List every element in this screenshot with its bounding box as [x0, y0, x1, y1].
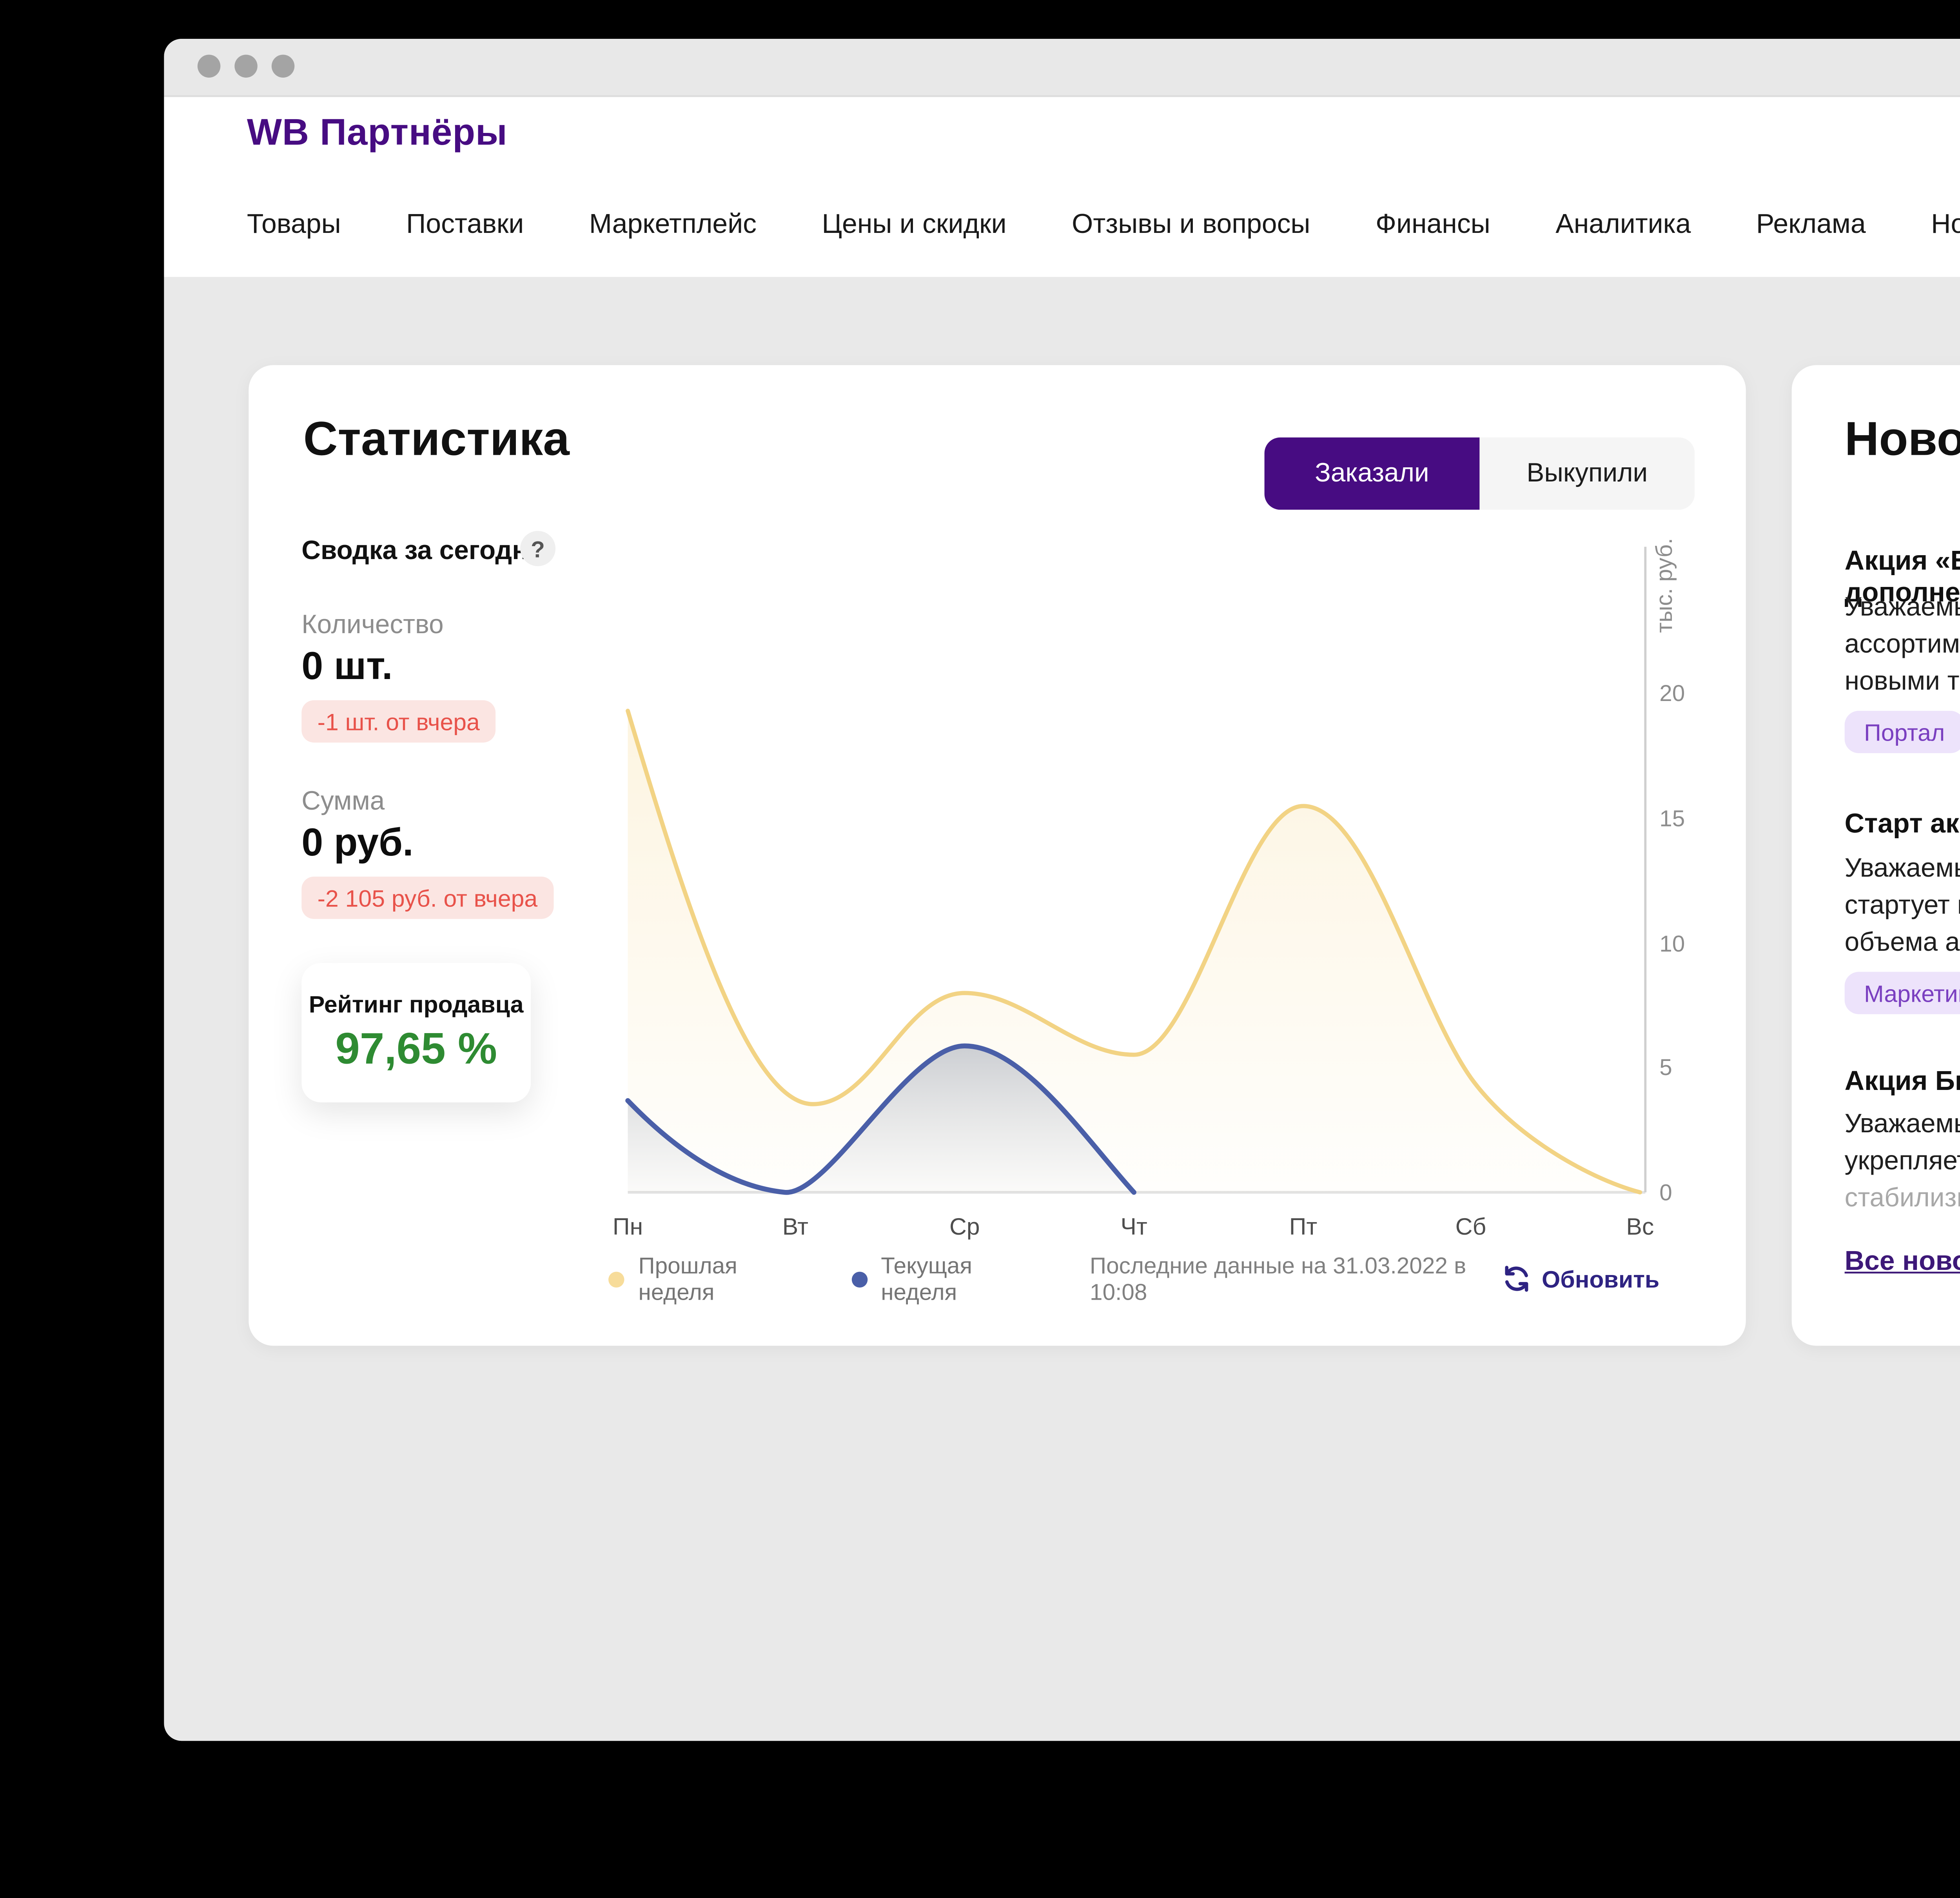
refresh-button[interactable]: Обновить — [1503, 1265, 1659, 1293]
x-tick-thu: Чт — [1120, 1213, 1147, 1240]
ordered-bought-toggle: Заказали Выкупили — [1264, 437, 1695, 510]
x-tick-tue: Вт — [782, 1213, 809, 1240]
main-nav: Товары Поставки Маркетплейс Цены и скидк… — [247, 210, 1960, 242]
statistics-title: Статистика — [303, 412, 570, 466]
x-tick-mon: Пн — [612, 1213, 643, 1240]
refresh-icon — [1505, 1266, 1529, 1292]
nav-item-ads[interactable]: Реклама — [1756, 210, 1866, 240]
summary-heading: Сводка за сегодня — [301, 536, 544, 567]
nav-item-news[interactable]: Новости — [1931, 210, 1960, 240]
current-week-area — [628, 1046, 1134, 1193]
app-logo[interactable]: WB Партнёры — [247, 113, 508, 154]
browser-window: WB Партнёры ? ИП "Комракова" — [164, 38, 1960, 1741]
y-tick-5: 5 — [1659, 1053, 1672, 1081]
y-tick-20: 20 — [1659, 680, 1685, 707]
nav-item-postavki[interactable]: Поставки — [406, 210, 524, 240]
news-item-body-faded: стабилизироваться!Запускаем супер акцию — [1844, 1183, 1960, 1214]
last-data-text: Последние данные на 31.03.2022 в 10:08 — [1090, 1252, 1466, 1306]
last-week-area — [628, 710, 1640, 1193]
nav-item-reviews[interactable]: Отзывы и вопросы — [1072, 210, 1310, 240]
current-week-legend-label: Текущая неделя — [881, 1252, 973, 1306]
app-header: WB Партнёры ? ИП "Комракова" — [164, 97, 1960, 277]
news-item-body: Уважаемые Продавцы! Мы дополнили ассорти… — [1844, 592, 1960, 697]
quantity-value: 0 шт. — [301, 644, 393, 688]
x-tick-wed: Ср — [949, 1213, 980, 1240]
window-close-button[interactable] — [197, 54, 221, 78]
nav-item-marketplace[interactable]: Маркетплейс — [589, 210, 757, 240]
refresh-label: Обновить — [1541, 1265, 1660, 1292]
news-card: Новости Акция «Бьем цены: дополнение» 29… — [1791, 365, 1960, 1346]
nav-item-tovary[interactable]: Товары — [247, 210, 341, 240]
chart-legend: Прошлая неделя Текущая неделя Последние … — [608, 1252, 1659, 1305]
last-week-line — [626, 708, 1642, 1195]
news-title: Новости — [1844, 412, 1960, 466]
x-tick-fri: Пт — [1289, 1213, 1318, 1240]
seller-rating-card: Рейтинг продавца 97,65 % — [301, 963, 531, 1102]
quantity-delta-badge: -1 шт. от вчера — [301, 700, 496, 743]
toggle-ordered-button[interactable]: Заказали — [1264, 437, 1480, 510]
x-tick-sat: Сб — [1455, 1213, 1486, 1240]
sum-label: Сумма — [301, 786, 385, 817]
all-news-link[interactable]: Все новости — [1844, 1247, 1960, 1277]
sum-value: 0 руб. — [301, 820, 414, 865]
y-tick-10: 10 — [1659, 930, 1685, 957]
seller-rating-label: Рейтинг продавца — [309, 990, 524, 1017]
area-chart — [625, 547, 1647, 1195]
window-titlebar — [164, 38, 1960, 97]
toggle-bought-button[interactable]: Выкупили — [1479, 437, 1695, 510]
y-tick-15: 15 — [1659, 805, 1685, 832]
y-axis-unit-label: тыс. руб. — [1650, 538, 1677, 633]
news-item-title: Старт акции "Бьем цены" — [1844, 809, 1960, 840]
news-item-tag: Портал — [1844, 710, 1960, 753]
last-week-legend-label: Прошлая неделя — [638, 1252, 737, 1306]
news-item-body: Уважаемые Продавцы! Акция «Бьем цены» ст… — [1844, 854, 1960, 958]
window-minimize-button[interactable] — [234, 54, 258, 78]
statistics-card: Статистика Заказали Выкупили Сводка за с… — [249, 365, 1746, 1346]
content-area: Статистика Заказали Выкупили Сводка за с… — [164, 277, 1960, 1741]
window-zoom-button[interactable] — [271, 54, 295, 78]
current-week-line — [625, 1043, 1136, 1195]
nav-item-finance[interactable]: Финансы — [1376, 210, 1490, 240]
quantity-label: Количество — [301, 610, 444, 641]
seller-rating-value: 97,65 % — [335, 1024, 497, 1073]
nav-item-analytics[interactable]: Аналитика — [1555, 210, 1691, 240]
summary-help-icon[interactable]: ? — [520, 531, 556, 567]
news-item-title: Акция Бьем цены — [1844, 1067, 1960, 1097]
sum-delta-badge: -2 105 руб. от вчера — [301, 876, 554, 919]
x-tick-sun: Вс — [1626, 1213, 1654, 1240]
news-item-tag: Маркетинг — [1844, 972, 1960, 1014]
nav-item-prices[interactable]: Цены и скидки — [822, 210, 1007, 240]
last-week-dot — [608, 1271, 624, 1287]
current-week-dot — [851, 1271, 867, 1287]
news-item-title: Акция «Бьем цены: дополнение» — [1844, 547, 1960, 609]
news-item-body: Уважаемые Продавцы! Курс рубля укрепляет… — [1844, 1109, 1960, 1177]
y-tick-0: 0 — [1659, 1179, 1672, 1206]
